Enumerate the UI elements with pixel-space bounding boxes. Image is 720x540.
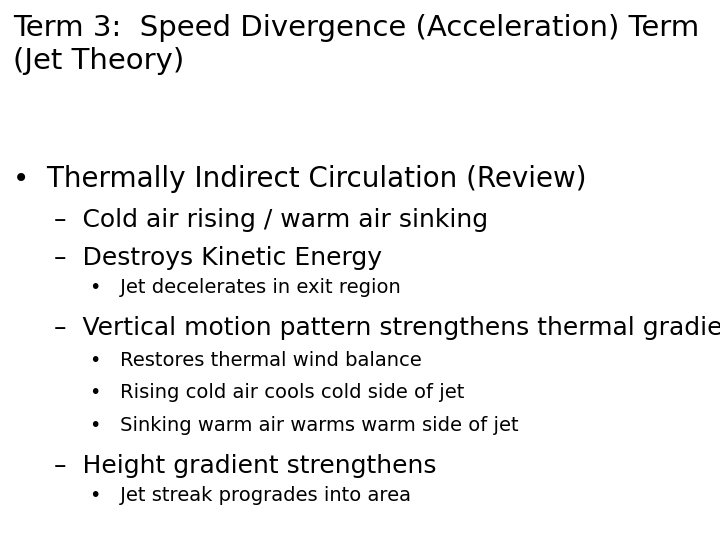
Text: •   Rising cold air cools cold side of jet: • Rising cold air cools cold side of jet <box>90 383 464 402</box>
Text: –  Height gradient strengthens: – Height gradient strengthens <box>54 454 436 477</box>
Text: •   Jet streak progrades into area: • Jet streak progrades into area <box>90 486 411 505</box>
Text: Term 3:  Speed Divergence (Acceleration) Term
(Jet Theory): Term 3: Speed Divergence (Acceleration) … <box>13 14 699 75</box>
Text: –  Cold air rising / warm air sinking: – Cold air rising / warm air sinking <box>54 208 488 232</box>
Text: •  Thermally Indirect Circulation (Review): • Thermally Indirect Circulation (Review… <box>13 165 587 193</box>
Text: •   Sinking warm air warms warm side of jet: • Sinking warm air warms warm side of je… <box>90 416 518 435</box>
Text: •   Jet decelerates in exit region: • Jet decelerates in exit region <box>90 278 401 297</box>
Text: •   Restores thermal wind balance: • Restores thermal wind balance <box>90 351 422 370</box>
Text: –  Destroys Kinetic Energy: – Destroys Kinetic Energy <box>54 246 382 269</box>
Text: –  Vertical motion pattern strengthens thermal gradient: – Vertical motion pattern strengthens th… <box>54 316 720 340</box>
